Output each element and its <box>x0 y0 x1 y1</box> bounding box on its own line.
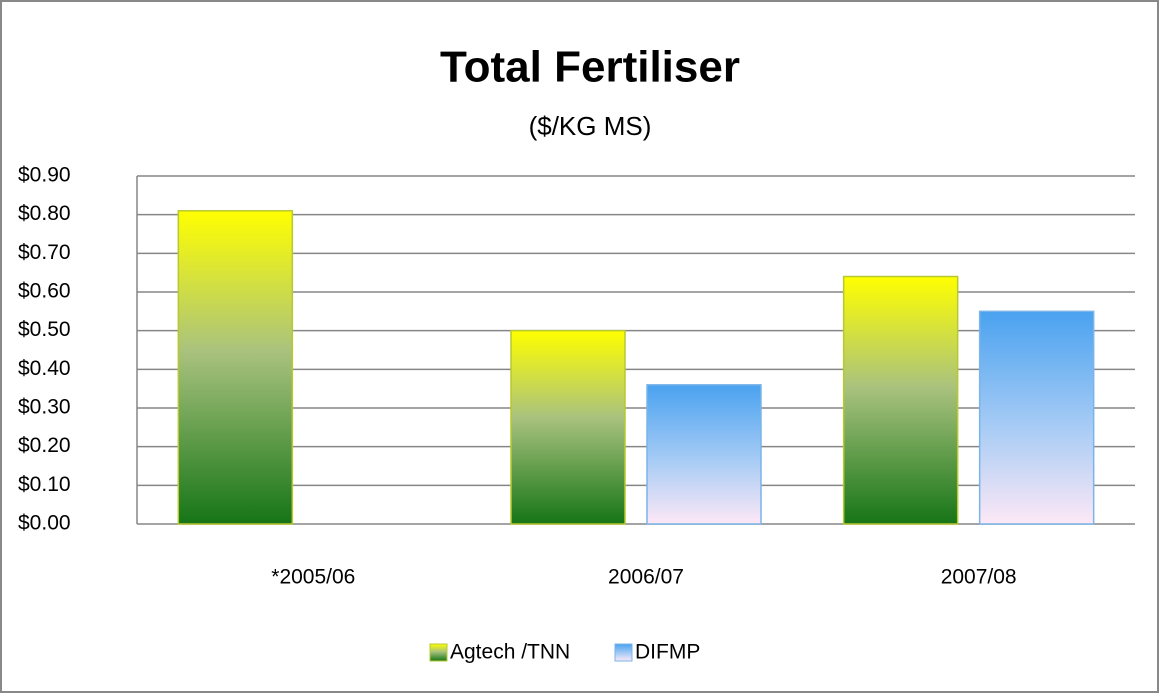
y-tick-label: $0.70 <box>18 241 71 264</box>
bar <box>842 275 959 525</box>
y-tick-label: $0.00 <box>18 512 71 535</box>
y-tick-label: $0.80 <box>18 202 71 225</box>
y-tick-label: $0.90 <box>18 164 71 187</box>
bar <box>646 384 762 525</box>
legend-label: DIFMP <box>635 641 700 664</box>
legend-label: Agtech /TNN <box>450 641 570 664</box>
x-tick-label: 2007/08 <box>941 566 1017 589</box>
y-tick-label: $0.30 <box>18 396 71 419</box>
y-tick-label: $0.10 <box>18 473 71 496</box>
chart-subtitle: ($/KG MS) <box>529 111 652 141</box>
bar <box>510 329 626 525</box>
legend-swatch <box>614 643 633 662</box>
y-tick-label: $0.20 <box>18 434 71 457</box>
x-tick-label: *2005/06 <box>271 566 355 589</box>
x-tick-label: 2006/07 <box>608 566 684 589</box>
y-tick-label: $0.50 <box>18 318 71 341</box>
bar <box>978 310 1095 525</box>
legend-swatch <box>429 643 448 662</box>
y-tick-label: $0.60 <box>18 280 71 303</box>
chart-title: Total Fertiliser <box>440 43 740 92</box>
y-tick-label: $0.40 <box>18 357 71 380</box>
bar <box>177 210 294 525</box>
